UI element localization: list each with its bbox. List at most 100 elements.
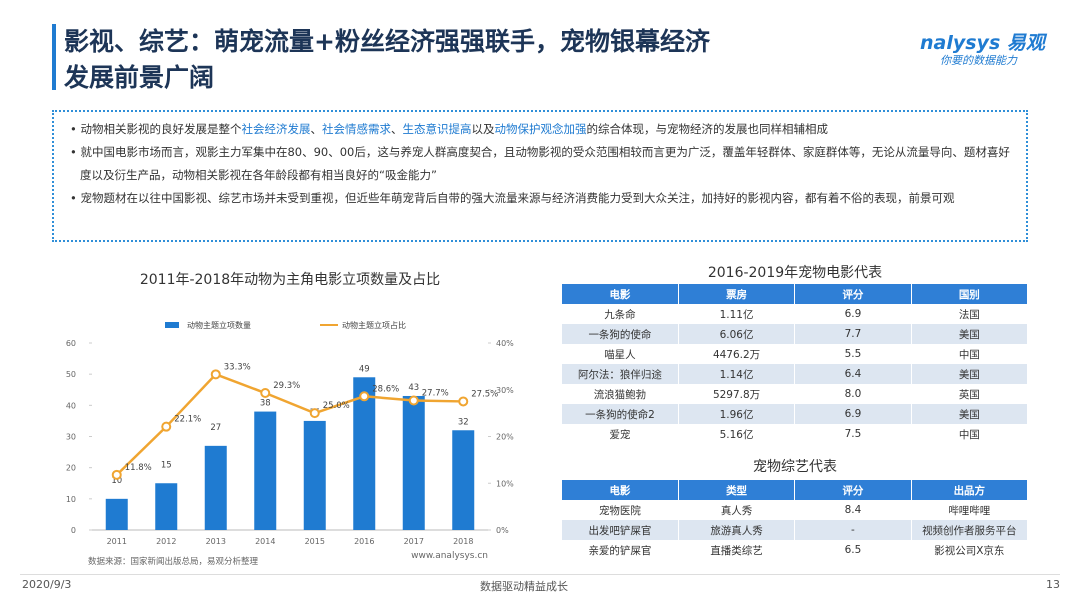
cell: 1.14亿 [678, 364, 796, 384]
source: 数据来源：国家新闻出版总局，易观分析整理 [88, 556, 259, 567]
x-tick-label: 2015 [305, 537, 325, 546]
cell: 美国 [911, 404, 1029, 424]
line-point [408, 395, 419, 406]
cell: 中国 [911, 344, 1029, 364]
y2-tick-label: 40% [496, 339, 514, 348]
line-label: 27.7% [422, 389, 449, 399]
chart-title: 2011年-2018年动物为主角电影立项数量及占比 [140, 272, 440, 288]
cell: - [794, 520, 912, 540]
column-header: 类型 [678, 480, 796, 500]
bullet: • 宠物题材在以往中国影视、综艺市场并未受到重视，但近些年萌宠背后自带的强大流量… [70, 191, 955, 205]
bar-label: 27 [210, 423, 221, 433]
cell: 流浪猫鲍勃 [562, 384, 679, 404]
line [115, 372, 464, 476]
line-label: 11.8% [125, 463, 152, 473]
bar [204, 445, 227, 530]
cell: 宠物医院 [562, 500, 679, 520]
line-point [260, 388, 271, 399]
cell: 九条命 [562, 304, 679, 324]
footer-page: 13 [1046, 578, 1060, 591]
cell: 8.4 [794, 500, 912, 520]
cell: 6.4 [794, 364, 912, 384]
bullet-text: 就中国电影市场而言，观影主力军集中在80、90、00后，这与养宠人群高度契合，且… [80, 145, 1010, 182]
cell: 旅游真人秀 [678, 520, 796, 540]
line-label: 27.5% [471, 389, 498, 399]
watermark: www.analysys.cn [411, 551, 488, 561]
bar-label: 32 [458, 417, 469, 427]
cell: 5297.8万 [678, 384, 796, 404]
y-tick-label: 0 [71, 526, 76, 535]
cell: 中国 [911, 424, 1029, 444]
line-label: 33.3% [224, 362, 251, 372]
title: 发展前景广阔 [64, 63, 215, 92]
cell: 7.7 [794, 324, 912, 344]
bar [254, 411, 277, 530]
column-header: 评分 [794, 480, 912, 500]
cell: 美国 [911, 324, 1029, 344]
bar-label: 10 [111, 476, 122, 486]
cell: 阿尔法：狼伴归途 [562, 364, 679, 384]
cell: 真人秀 [678, 500, 796, 520]
bullet-text: 的综合体现，与宠物经济的发展也同样相辅相成 [586, 122, 828, 136]
y2-tick-label: 20% [496, 433, 514, 442]
line-point [359, 391, 370, 402]
line-point [458, 396, 469, 407]
cell: 喵星人 [562, 344, 679, 364]
line-point [111, 469, 122, 480]
line-label: 25.0% [323, 401, 350, 411]
row: 喵星人 4476.2万 5.5 中国 [562, 344, 1029, 364]
cell: 7.5 [794, 424, 912, 444]
row: 一条狗的使命 6.06亿 7.7 美国 [562, 324, 1029, 344]
row: 亲爱的铲屎官 直播类综艺 6.5 影视公司X京东 [562, 540, 1029, 560]
column-header: 评分 [794, 284, 912, 304]
bullet: • 动物相关影视的良好发展是整个社会经济发展、社会情感需求、生态意识提高以及动物… [70, 122, 828, 136]
bar [105, 498, 128, 530]
highlight-text: 动物保护观念加强 [494, 122, 587, 136]
x-tick-label: 2011 [107, 537, 127, 546]
row: 宠物医院 真人秀 8.4 哔哩哔哩 [562, 500, 1029, 520]
cell: 一条狗的使命2 [562, 404, 679, 424]
column-header: 票房 [678, 284, 796, 304]
column-header: 电影 [562, 480, 679, 500]
y2-tick-label: 10% [496, 479, 514, 488]
footer-line [20, 574, 1060, 575]
footer-slogan: 数据驱动精益成长 [480, 580, 568, 593]
row: 阿尔法：狼伴归途 1.14亿 6.4 美国 [562, 364, 1029, 384]
legend-label: 动物主题立项数量 [187, 320, 251, 330]
cell: 美国 [911, 364, 1029, 384]
bar-label: 49 [359, 364, 370, 374]
y-tick-label: 20 [66, 464, 76, 473]
cell: 1.11亿 [678, 304, 796, 324]
cell: 视频创作者服务平台 [911, 520, 1029, 540]
bar [452, 430, 475, 530]
y2-tick-label: 0% [496, 526, 509, 535]
bullet-text: 、 [390, 122, 403, 136]
x-tick-label: 2014 [255, 537, 275, 546]
x-tick-label: 2018 [453, 537, 473, 546]
bar [402, 395, 425, 530]
line-label: 29.3% [273, 381, 300, 391]
line-label: 28.6% [372, 384, 399, 394]
y-tick-label: 10 [66, 495, 76, 504]
column-header: 电影 [562, 284, 679, 304]
cell: 直播类综艺 [678, 540, 796, 560]
bullet-text: 动物相关影视的良好发展是整个 [80, 122, 242, 136]
title: 影视、综艺：萌宠流量+粉丝经济强强联手，宠物银幕经济 [64, 27, 710, 56]
bar [155, 483, 178, 530]
row: 爱宠 5.16亿 7.5 中国 [562, 424, 1029, 444]
highlight-text: 社会经济发展 [241, 122, 311, 136]
cell: 英国 [911, 384, 1029, 404]
row: 流浪猫鲍勃 5297.8万 8.0 英国 [562, 384, 1029, 404]
chart: 2011年-2018年动物为主角电影立项数量及占比 www.analysys.cn… [66, 272, 514, 567]
line-label: 22.1% [174, 415, 201, 425]
cell: 哔哩哔哩 [911, 500, 1029, 520]
bullet-text: 以及 [471, 122, 495, 136]
table: 电影 类型 评分 出品方 宠物医院 真人秀 8.4 哔哩哔哩 出发吧铲屎官 旅游真人秀 - 视频创作者… [562, 480, 1029, 560]
row: 九条命 1.11亿 6.9 法国 [562, 304, 1029, 324]
y-tick-label: 60 [66, 339, 76, 348]
column-header: 国别 [911, 284, 1029, 304]
footer-date: 2020/9/3 [22, 578, 72, 591]
y-tick-label: 30 [66, 433, 76, 442]
cell: 4476.2万 [678, 344, 796, 364]
